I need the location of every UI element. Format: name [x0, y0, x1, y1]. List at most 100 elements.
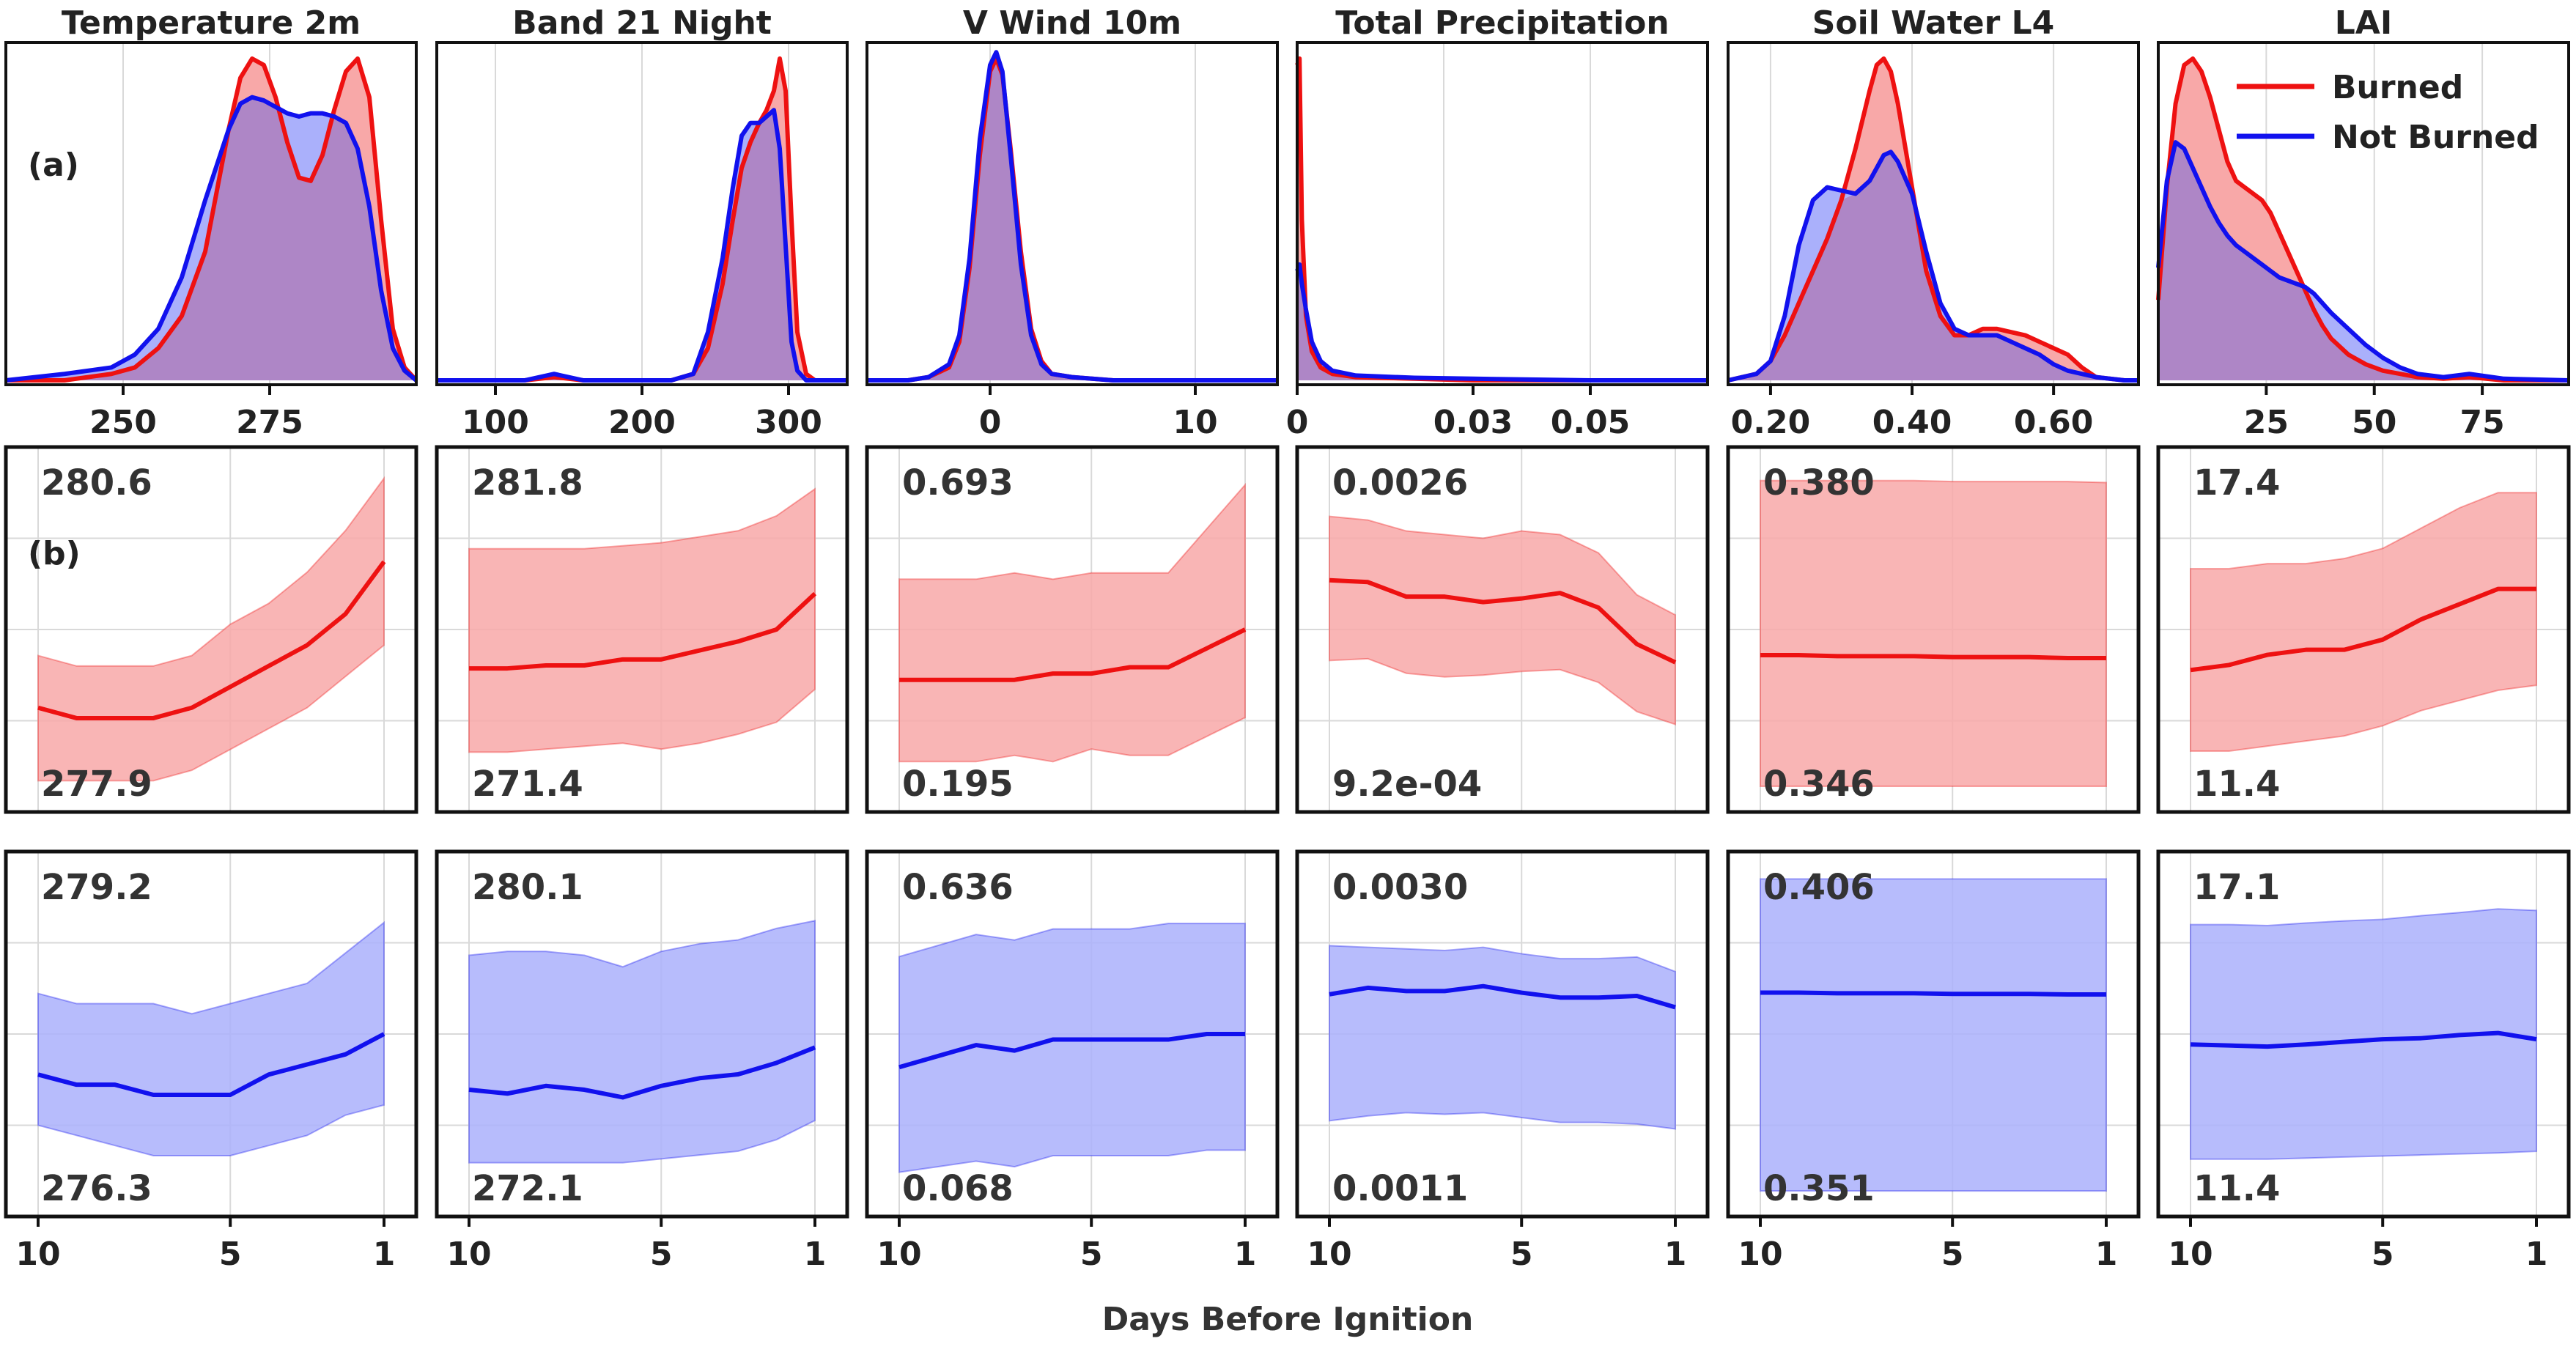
density-line-not-burned-total-precipitation: [1295, 262, 1708, 383]
confidence-band-temperature-2m-not-burned: [37, 920, 385, 1156]
day-tick-label-lai-not-burned-1: 5: [2372, 1236, 2394, 1273]
max-value-label-temperature-2m-burned: 280.6: [41, 462, 152, 503]
density-line-not-burned-lai: [2156, 140, 2569, 383]
mean-line-total-precipitation-not-burned: [1329, 983, 1676, 1010]
x-tick-label-lai-2: 75: [2459, 404, 2504, 441]
confidence-band-soil-water-l4-burned: [1760, 479, 2107, 788]
density-panel-soil-water-l4: Soil Water L4 0.20 0.40 0.60: [1727, 4, 2140, 441]
x-tick-label-temperature-2m-0: 250: [89, 404, 157, 441]
panel-frame-total-precipitation-burned: [1295, 445, 1710, 814]
panel-title-soil-water-l4: Soil Water L4: [1812, 4, 2055, 42]
day-tick-label-band-21-night-not-burned-2: 1: [804, 1236, 827, 1273]
confidence-band-total-precipitation-not-burned: [1329, 945, 1676, 1130]
panel-frame-band-21-night-burned: [435, 445, 849, 814]
panel-frame-soil-water-l4-burned: [1726, 445, 2141, 814]
x-tick-label-band-21-night-0: 100: [462, 404, 529, 441]
mean-line-lai-not-burned: [2190, 1030, 2537, 1049]
max-value-label-soil-water-l4-burned: 0.380: [1763, 462, 1875, 503]
max-value-label-v-wind-10m-not-burned: 0.636: [902, 867, 1014, 908]
density-line-not-burned-v-wind-10m: [867, 50, 1277, 383]
x-axis-label: Days Before Ignition: [1102, 1301, 1474, 1338]
density-area-overlap-temperature-2m: [6, 97, 416, 380]
day-tick-label-band-21-night-not-burned-1: 5: [650, 1236, 673, 1273]
day-tick-label-total-precipitation-not-burned-1: 5: [1510, 1236, 1533, 1273]
mean-line-v-wind-10m-burned: [899, 627, 1247, 682]
legend: Burned Not Burned: [2237, 69, 2539, 156]
trend-panel-total-precipitation-burned: 0.0026 9.2e-04: [1295, 445, 1710, 814]
panel-frame-v-wind-10m: [866, 41, 1279, 386]
panel-title-total-precipitation: Total Precipitation: [1335, 4, 1669, 42]
x-tick-label-v-wind-10m-1: 10: [1173, 404, 1217, 441]
density-area-overlap-band-21-night: [437, 110, 847, 381]
x-tick-label-temperature-2m-1: 275: [236, 404, 303, 441]
panel-frame-temperature-2m-burned: [4, 445, 418, 814]
confidence-band-band-21-night-not-burned: [468, 920, 816, 1164]
panel-label-b: (b): [28, 535, 81, 572]
confidence-band-v-wind-10m-burned: [898, 482, 1246, 763]
x-tick-label-lai-0: 25: [2244, 404, 2289, 441]
day-tick-label-total-precipitation-not-burned-2: 1: [1664, 1236, 1687, 1273]
mean-line-band-21-night-burned: [469, 591, 817, 671]
confidence-band-lai-burned: [2190, 492, 2537, 752]
density-line-not-burned-soil-water-l4: [1727, 149, 2138, 383]
max-value-label-temperature-2m-not-burned: 279.2: [41, 867, 152, 908]
x-tick-label-v-wind-10m-0: 0: [979, 404, 1002, 441]
mean-line-temperature-2m-burned: [37, 560, 386, 720]
panel-frame-total-precipitation: [1296, 41, 1709, 386]
trend-panel-v-wind-10m-burned: 0.693 0.195: [865, 445, 1280, 814]
density-panel-total-precipitation: Total Precipitation 0 0.03 0.05: [1286, 4, 1709, 441]
x-tick-label-band-21-night-2: 300: [755, 404, 822, 441]
density-area-overlap-lai: [2158, 142, 2569, 380]
day-tick-label-v-wind-10m-not-burned-2: 1: [1234, 1236, 1257, 1273]
x-tick-label-soil-water-l4-1: 0.40: [1872, 404, 1952, 441]
min-value-label-band-21-night-not-burned: 272.1: [472, 1168, 583, 1209]
density-area-overlap-soil-water-l4: [1728, 152, 2138, 380]
panel-frame-lai-burned: [2156, 445, 2571, 814]
density-panel-band-21-night: Band 21 Night 100 200 300: [435, 4, 849, 441]
min-value-label-total-precipitation-not-burned: 0.0011: [1332, 1168, 1468, 1209]
mean-line-soil-water-l4-not-burned: [1760, 990, 2106, 997]
trend-panel-temperature-2m-burned: 280.6 277.9: [4, 445, 418, 814]
day-tick-label-temperature-2m-not-burned-0: 10: [15, 1236, 60, 1273]
x-tick-label-band-21-night-1: 200: [608, 404, 676, 441]
x-tick-label-lai-1: 50: [2352, 404, 2396, 441]
trend-panel-soil-water-l4-not-burned: 0.406 0.351 10 5 1: [1726, 849, 2141, 1273]
min-value-label-band-21-night-burned: 271.4: [472, 764, 583, 805]
max-value-label-v-wind-10m-burned: 0.693: [902, 462, 1014, 503]
trend-panel-band-21-night-not-burned: 280.1 272.1 10 5 1: [435, 849, 849, 1273]
day-tick-label-v-wind-10m-not-burned-0: 10: [876, 1236, 921, 1273]
x-tick-label-soil-water-l4-2: 0.60: [2014, 404, 2094, 441]
mean-line-soil-water-l4-burned: [1760, 652, 2106, 661]
panel-frame-total-precipitation-not-burned: [1295, 849, 1710, 1219]
legend-label-not-burned: Not Burned: [2332, 119, 2539, 156]
panel-frame-lai: [2157, 41, 2570, 386]
min-value-label-lai-not-burned: 11.4: [2193, 1168, 2280, 1209]
panel-frame-v-wind-10m-burned: [865, 445, 1280, 814]
panel-frame-band-21-night-not-burned: [435, 849, 849, 1219]
density-line-burned-lai: [2156, 56, 2569, 383]
confidence-band-band-21-night-burned: [468, 487, 816, 753]
mean-line-total-precipitation-burned: [1329, 577, 1677, 665]
day-tick-label-v-wind-10m-not-burned-1: 5: [1080, 1236, 1103, 1273]
min-value-label-v-wind-10m-not-burned: 0.068: [902, 1168, 1014, 1209]
x-tick-label-total-precipitation-2: 0.05: [1551, 404, 1631, 441]
trend-panel-v-wind-10m-not-burned: 0.636 0.068 10 5 1: [865, 849, 1280, 1273]
density-line-burned-temperature-2m: [6, 56, 418, 383]
density-panel-lai: LAI 25 50 75: [2156, 4, 2570, 441]
day-tick-label-band-21-night-not-burned-0: 10: [446, 1236, 491, 1273]
confidence-band-v-wind-10m-not-burned: [898, 923, 1246, 1173]
panel-frame-lai-not-burned: [2156, 849, 2571, 1219]
min-value-label-v-wind-10m-burned: 0.195: [902, 764, 1014, 805]
trend-panel-lai-burned: 17.4 11.4: [2156, 445, 2571, 814]
panel-title-temperature-2m: Temperature 2m: [62, 4, 361, 42]
day-tick-label-soil-water-l4-not-burned-0: 10: [1738, 1236, 1782, 1273]
panel-frame-v-wind-10m-not-burned: [865, 849, 1280, 1219]
trend-panel-band-21-night-burned: 281.8 271.4: [435, 445, 849, 814]
panel-label-a: (a): [28, 147, 79, 184]
day-tick-label-soil-water-l4-not-burned-1: 5: [1941, 1236, 1964, 1273]
density-line-not-burned-band-21-night: [437, 108, 847, 383]
trend-panel-total-precipitation-not-burned: 0.0030 0.0011 10 5 1: [1295, 849, 1710, 1273]
